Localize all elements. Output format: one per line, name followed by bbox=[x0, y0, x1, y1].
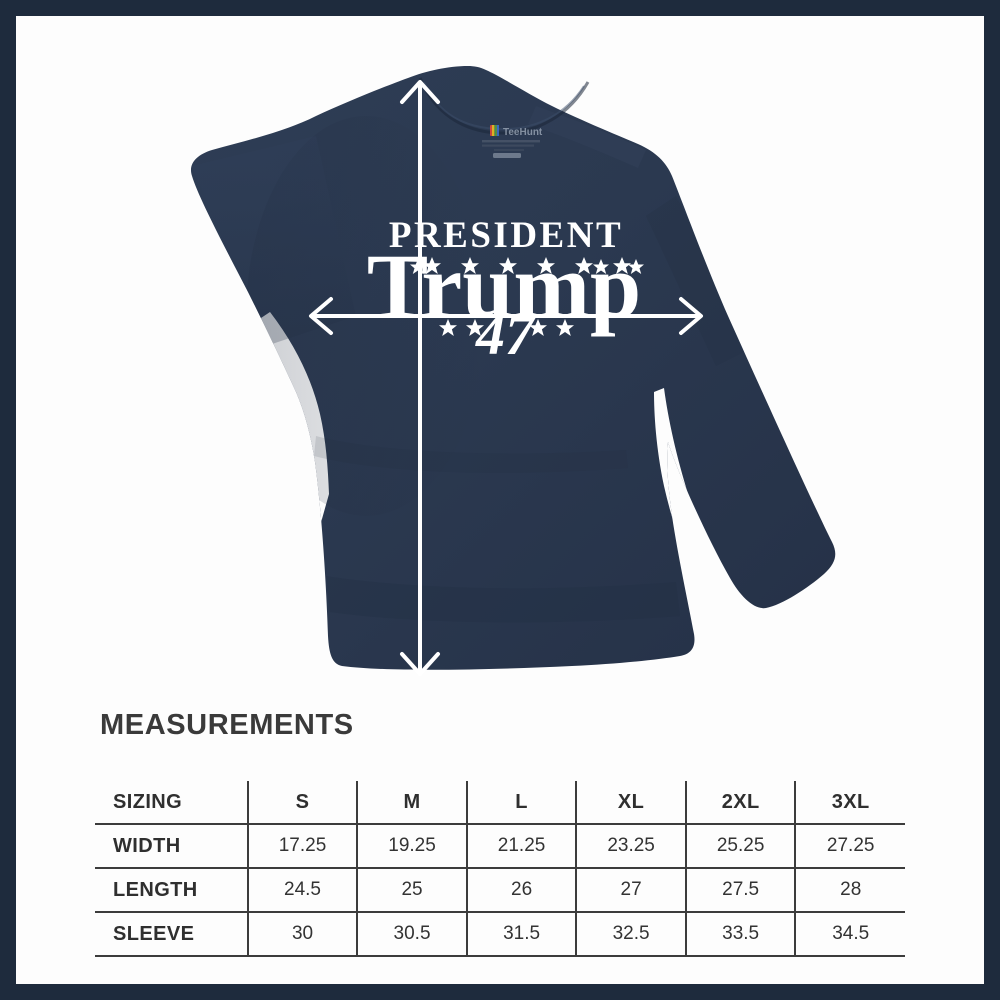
column-header-3xl: 3XL bbox=[795, 781, 905, 825]
brand-neck-label: TeeHunt bbox=[482, 125, 543, 158]
cell-width-s: 17.25 bbox=[247, 824, 359, 869]
cell-length-s: 24.5 bbox=[247, 868, 359, 913]
cell-length-3xl: 28 bbox=[795, 868, 905, 913]
cell-sleeve-m: 30.5 bbox=[357, 912, 468, 957]
image-canvas: TeeHunt PRESIDENT bbox=[16, 16, 984, 984]
cell-length-2xl: 27.5 bbox=[685, 868, 797, 913]
cell-sleeve-xl: 32.5 bbox=[576, 912, 687, 957]
table-row: LENGTH 24.5 25 26 27 27.5 28 bbox=[95, 868, 905, 913]
cell-sleeve-l: 31.5 bbox=[466, 912, 578, 957]
table-row: WIDTH 17.25 19.25 21.25 23.25 25.25 27.2… bbox=[95, 824, 905, 869]
cell-width-l: 21.25 bbox=[466, 824, 578, 869]
table-header-row: SIZING S M L XL 2XL 3XL bbox=[95, 781, 905, 825]
column-header-2xl: 2XL bbox=[685, 781, 797, 825]
cell-sleeve-s: 30 bbox=[247, 912, 359, 957]
size-chart-table: SIZING S M L XL 2XL 3XL WIDTH 17.25 19.2… bbox=[95, 781, 905, 957]
cell-width-m: 19.25 bbox=[357, 824, 468, 869]
cell-length-l: 26 bbox=[466, 868, 578, 913]
row-label-sleeve: SLEEVE bbox=[95, 912, 249, 957]
svg-text:Trump: Trump bbox=[367, 235, 641, 337]
star-row-bottom bbox=[439, 319, 574, 336]
table-row: SLEEVE 30 30.5 31.5 32.5 33.5 34.5 bbox=[95, 912, 905, 957]
row-label-width: WIDTH bbox=[95, 824, 249, 869]
measurement-arrows bbox=[309, 80, 703, 676]
cell-width-2xl: 25.25 bbox=[685, 824, 797, 869]
svg-text:47: 47 bbox=[475, 302, 536, 367]
row-label-length: LENGTH bbox=[95, 868, 249, 913]
column-header-m: M bbox=[357, 781, 468, 825]
svg-text:PRESIDENT: PRESIDENT bbox=[389, 215, 623, 256]
page-title: MEASUREMENTS bbox=[100, 709, 354, 741]
cell-sleeve-3xl: 34.5 bbox=[795, 912, 905, 957]
shirt-print-design: PRESIDENT Trump bbox=[367, 215, 644, 367]
column-header-s: S bbox=[247, 781, 359, 825]
column-header-xl: XL bbox=[576, 781, 687, 825]
svg-text:TeeHunt: TeeHunt bbox=[503, 127, 543, 138]
product-photo: TeeHunt PRESIDENT bbox=[16, 16, 984, 676]
column-header-sizing: SIZING bbox=[95, 781, 249, 825]
cell-width-xl: 23.25 bbox=[576, 824, 687, 869]
cell-sleeve-2xl: 33.5 bbox=[685, 912, 797, 957]
cell-length-xl: 27 bbox=[576, 868, 687, 913]
cell-length-m: 25 bbox=[357, 868, 468, 913]
column-header-l: L bbox=[466, 781, 578, 825]
cell-width-3xl: 27.25 bbox=[795, 824, 905, 869]
